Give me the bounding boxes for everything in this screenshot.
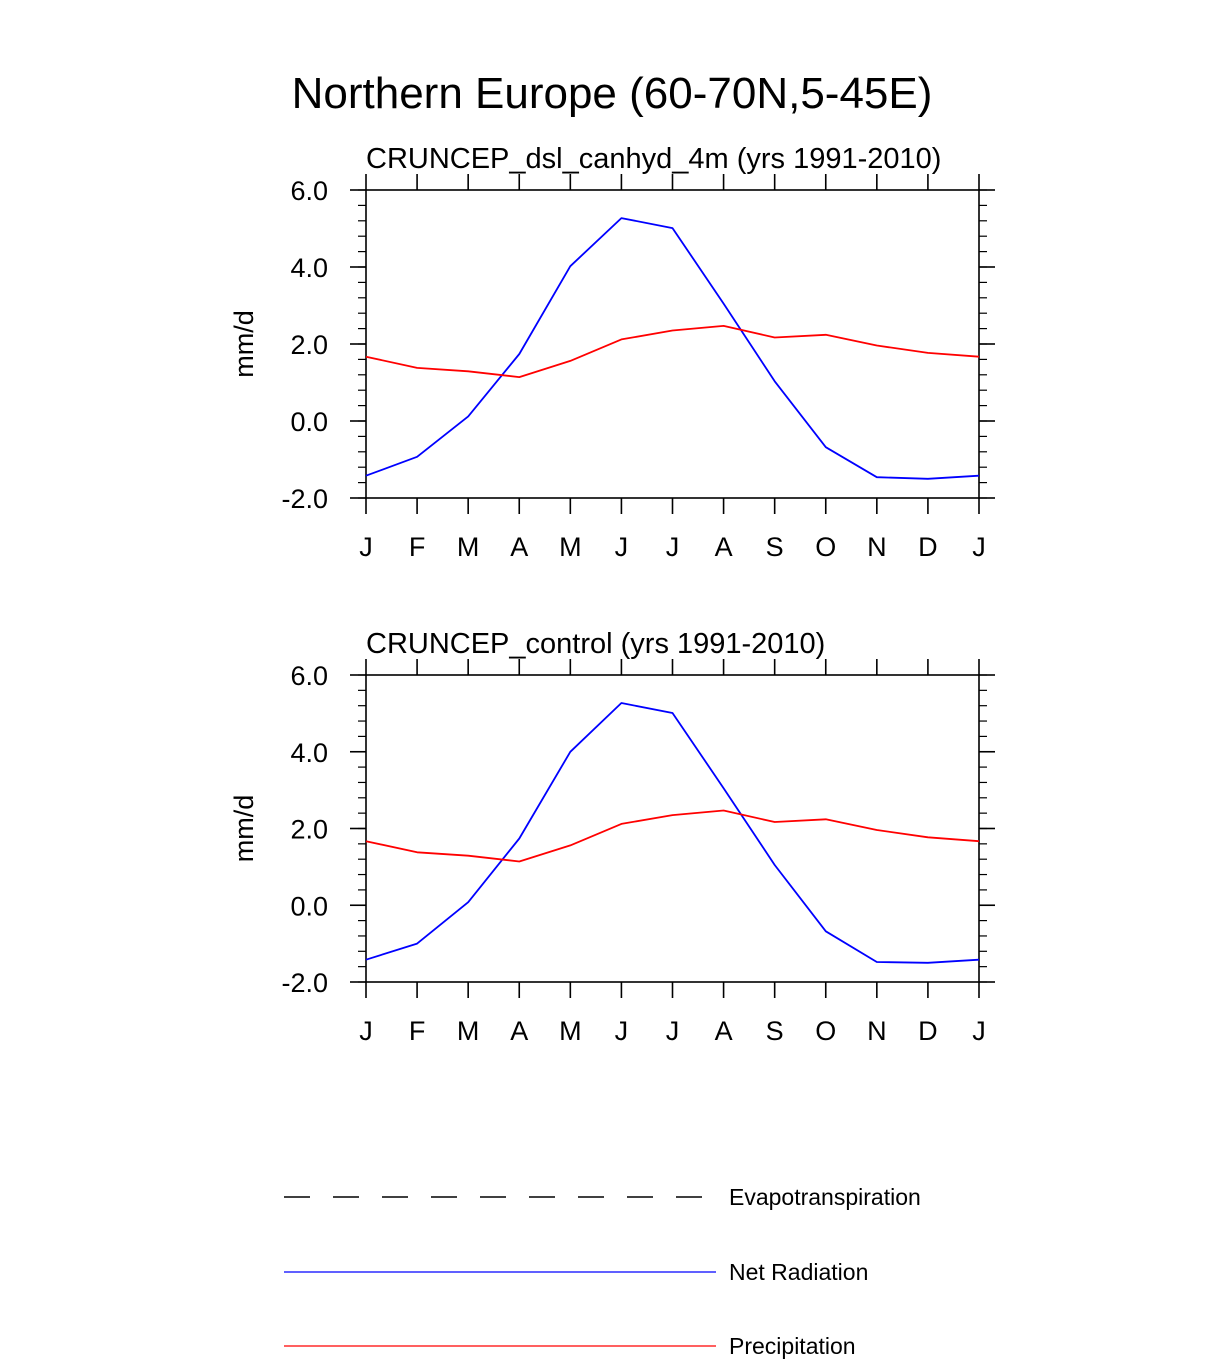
y-tick-label: 4.0 <box>290 738 328 768</box>
legend: Evapotranspiration Net Radiation Precipita… <box>284 1184 921 1359</box>
y-tick-label: 6.0 <box>290 176 328 206</box>
x-tick-label: J <box>666 1016 680 1046</box>
x-tick-label: M <box>457 1016 480 1046</box>
plot-frame <box>365 189 980 499</box>
x-tick-label: S <box>766 1016 784 1046</box>
figure-title: Northern Europe (60-70N,5-45E) <box>292 69 933 118</box>
x-tick-label: J <box>972 1016 986 1046</box>
x-tick-label: S <box>766 532 784 562</box>
y-tick-label: -2.0 <box>281 968 328 998</box>
x-tick-label: J <box>359 532 373 562</box>
chart-title: CRUNCEP_control (yrs 1991-2010) <box>366 628 825 660</box>
y-tick-label: -2.0 <box>281 484 328 514</box>
legend-label: Precipitation <box>729 1333 856 1359</box>
x-tick-label: D <box>918 532 938 562</box>
y-tick-label: 0.0 <box>290 407 328 437</box>
chart-title: CRUNCEP_dsl_canhyd_4m (yrs 1991-2010) <box>366 143 941 175</box>
legend-label: Net Radiation <box>729 1259 868 1285</box>
plot-frame <box>365 674 980 983</box>
x-tick-label: J <box>615 532 629 562</box>
chart-panel-1: CRUNCEP_dsl_canhyd_4m (yrs 1991-2010) 6.0… <box>229 143 995 562</box>
series-line-precipitation <box>365 809 980 863</box>
y-tick-label: 2.0 <box>290 815 328 845</box>
x-tick-label: J <box>359 1016 373 1046</box>
x-tick-label: F <box>409 532 426 562</box>
x-tick-label: O <box>815 532 836 562</box>
x-tick-label: A <box>510 1016 528 1046</box>
x-tick-label: O <box>815 1016 836 1046</box>
x-tick-label: N <box>867 1016 887 1046</box>
legend-label: Evapotranspiration <box>729 1184 921 1210</box>
series-line-net-radiation <box>365 702 980 964</box>
x-tick-label: J <box>666 532 680 562</box>
y-axis-label: mm/d <box>229 310 259 378</box>
y-tick-label: 4.0 <box>290 253 328 283</box>
x-tick-label: A <box>510 532 528 562</box>
chart-panel-2: CRUNCEP_control (yrs 1991-2010) 6.0 4.0 2.0… <box>229 628 995 1046</box>
x-tick-label: D <box>918 1016 938 1046</box>
x-tick-label: M <box>559 532 582 562</box>
series-line-net-radiation <box>365 217 980 480</box>
y-tick-label: 6.0 <box>290 661 328 691</box>
x-tick-label: J <box>615 1016 629 1046</box>
y-tick-label: 0.0 <box>290 891 328 921</box>
x-tick-label: A <box>715 532 733 562</box>
series-line-precipitation <box>365 324 980 379</box>
x-tick-label: M <box>559 1016 582 1046</box>
x-tick-label: A <box>715 1016 733 1046</box>
x-tick-label: N <box>867 532 887 562</box>
x-tick-label: M <box>457 532 480 562</box>
x-tick-label: J <box>972 532 986 562</box>
x-tick-label: F <box>409 1016 426 1046</box>
y-tick-label: 2.0 <box>290 330 328 360</box>
y-axis-label: mm/d <box>229 795 259 863</box>
